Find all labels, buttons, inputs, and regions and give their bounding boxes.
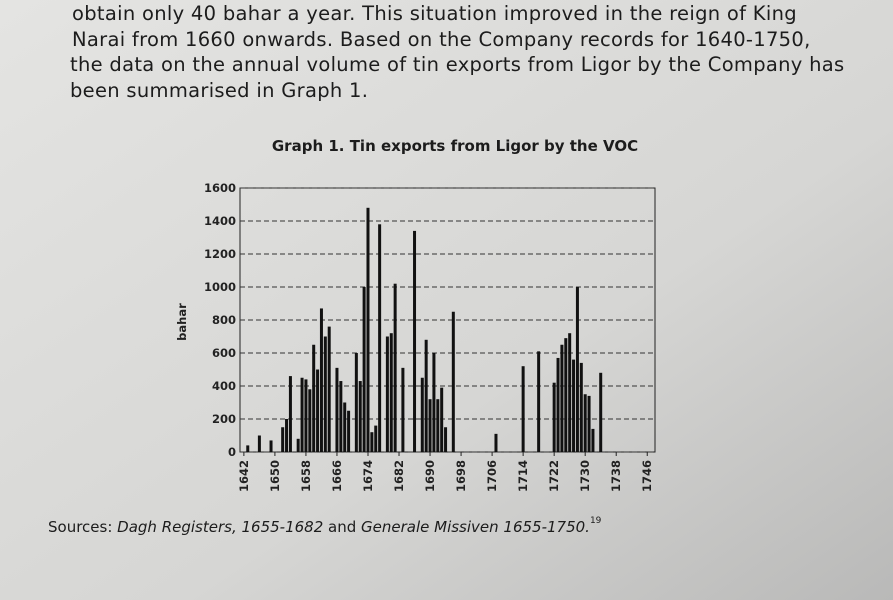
bar	[347, 410, 351, 452]
bar	[327, 326, 331, 452]
y-tick-label: 1000	[204, 280, 236, 294]
bar	[432, 353, 436, 452]
chart-title: Graph 1. Tin exports from Ligor by the V…	[272, 137, 638, 155]
bar	[560, 344, 564, 452]
bar	[451, 311, 455, 452]
x-tick-label: 1738	[609, 460, 623, 492]
bar	[300, 377, 304, 452]
bar	[316, 369, 320, 452]
x-tick-label: 1722	[547, 460, 561, 492]
bar	[312, 344, 316, 452]
y-tick-label: 1200	[204, 247, 236, 261]
x-tick-label: 1642	[237, 460, 251, 492]
bar	[420, 377, 424, 452]
y-tick-label: 400	[212, 379, 236, 393]
bar	[308, 389, 312, 452]
bar	[339, 381, 343, 452]
bar	[257, 435, 261, 452]
x-tick-label: 1666	[330, 460, 344, 492]
bar	[269, 440, 273, 452]
bar	[354, 353, 358, 452]
bar	[591, 428, 595, 452]
bar	[568, 333, 572, 452]
x-tick-label: 1650	[268, 460, 282, 492]
x-tick-label: 1658	[299, 460, 313, 492]
bar	[335, 367, 339, 452]
bar	[564, 338, 568, 452]
bar	[296, 438, 300, 452]
bar	[424, 339, 428, 452]
bar	[246, 445, 250, 452]
bar	[413, 230, 417, 452]
y-tick-label: 1400	[204, 214, 236, 228]
bar	[385, 336, 389, 452]
bar	[494, 433, 498, 452]
bar	[374, 425, 378, 452]
source-work: Generale Missiven 1655-1750.	[361, 518, 590, 536]
bar	[378, 224, 382, 452]
bar	[362, 287, 366, 452]
y-axis-label: bahar	[175, 303, 189, 341]
y-tick-label: 0	[228, 445, 236, 459]
bar	[304, 379, 308, 452]
bar	[323, 336, 327, 452]
bar	[285, 419, 289, 452]
x-tick-label: 1682	[392, 460, 406, 492]
bar	[444, 427, 448, 452]
bar	[572, 359, 576, 452]
bar	[358, 381, 362, 452]
bar	[401, 367, 405, 452]
bar	[343, 402, 347, 452]
bar	[587, 395, 591, 452]
footnote-mark: 19	[590, 516, 602, 526]
y-tick-label: 1600	[204, 181, 236, 195]
bar	[599, 372, 603, 452]
bar	[440, 387, 444, 452]
text-line: Narai from 1660 onwards. Based on the Co…	[72, 28, 811, 51]
source-joiner: and	[323, 518, 361, 536]
text-line: obtain only 40 bahar a year. This situat…	[72, 2, 797, 25]
x-tick-label: 1746	[640, 460, 654, 492]
x-tick-label: 1674	[361, 460, 375, 492]
text-line: been summarised in Graph 1.	[70, 79, 368, 102]
bar	[579, 362, 583, 452]
x-tick-label: 1714	[516, 460, 530, 492]
bar	[583, 394, 587, 452]
bar	[389, 333, 393, 452]
y-tick-label: 200	[212, 412, 236, 426]
bar	[366, 207, 370, 452]
x-tick-label: 1730	[578, 460, 592, 492]
bar	[428, 399, 432, 452]
bar	[537, 351, 541, 452]
bar	[436, 399, 440, 452]
source-prefix: Sources:	[48, 518, 117, 536]
bar	[575, 287, 579, 452]
bar	[552, 382, 556, 452]
source: Sources: Dagh Registers, 1655-1682 and G…	[48, 516, 602, 536]
bar	[393, 283, 397, 452]
x-tick-label: 1690	[423, 460, 437, 492]
y-tick-label: 800	[212, 313, 236, 327]
bar	[288, 376, 292, 452]
source-work: Dagh Registers, 1655-1682	[117, 518, 323, 536]
bar	[556, 357, 560, 452]
x-tick-label: 1698	[454, 460, 468, 492]
x-tick-label: 1706	[485, 460, 499, 492]
text-line: the data on the annual volume of tin exp…	[70, 53, 845, 76]
y-tick-label: 600	[212, 346, 236, 360]
bar	[521, 366, 525, 452]
bar	[281, 427, 285, 452]
bar	[370, 432, 374, 452]
bar	[319, 308, 323, 452]
